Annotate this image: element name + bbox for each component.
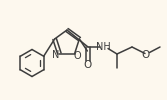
Text: NH: NH <box>96 42 110 52</box>
Text: O: O <box>74 50 81 60</box>
Text: O: O <box>142 50 150 60</box>
Text: O: O <box>84 60 92 70</box>
Text: N: N <box>52 50 60 60</box>
